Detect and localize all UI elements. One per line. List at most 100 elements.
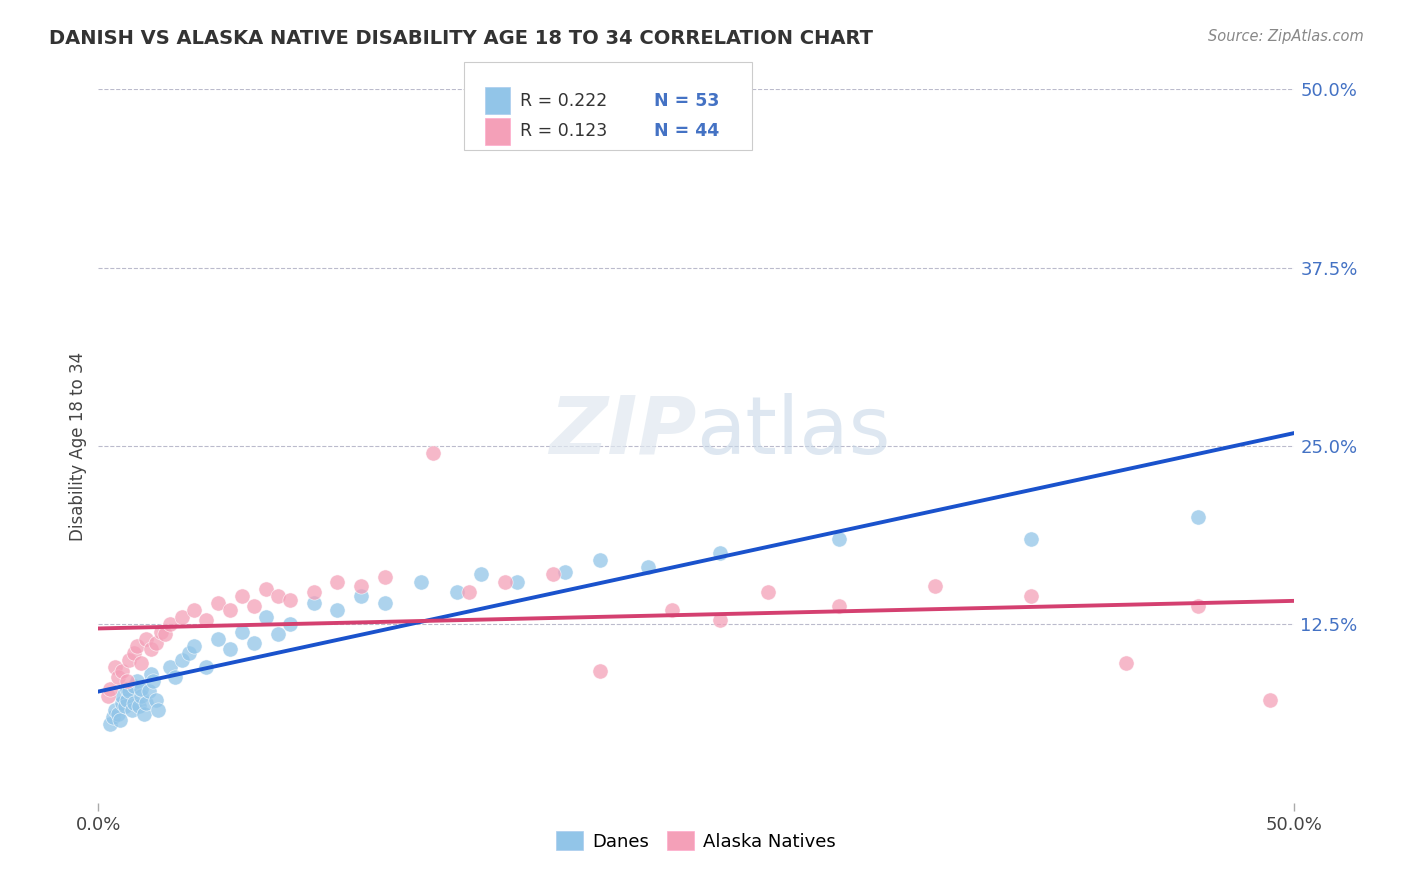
Point [98, 717, 122, 731]
Text: atlas: atlas [696, 392, 890, 471]
Point [494, 574, 516, 589]
Text: Source: ZipAtlas.com: Source: ZipAtlas.com [1208, 29, 1364, 44]
Point [541, 567, 564, 582]
Point [97, 689, 120, 703]
Point [163, 670, 186, 684]
Point [138, 684, 160, 698]
Point [111, 696, 134, 710]
Point [135, 696, 157, 710]
Text: N = 53: N = 53 [654, 92, 718, 110]
Text: DANISH VS ALASKA NATIVE DISABILITY AGE 18 TO 34 CORRELATION CHART: DANISH VS ALASKA NATIVE DISABILITY AGE 1… [49, 29, 873, 47]
Point [145, 636, 167, 650]
Point [207, 632, 229, 646]
Point [589, 665, 612, 679]
Point [125, 639, 148, 653]
Point [159, 617, 181, 632]
Point [267, 627, 290, 641]
Point [108, 713, 131, 727]
Point [145, 693, 167, 707]
Point [924, 579, 946, 593]
Point [350, 579, 373, 593]
Y-axis label: Disability Age 18 to 34: Disability Age 18 to 34 [69, 351, 87, 541]
Legend: Danes, Alaska Natives: Danes, Alaska Natives [548, 824, 844, 858]
Point [326, 574, 349, 589]
Point [183, 603, 205, 617]
Point [183, 639, 205, 653]
Point [637, 560, 659, 574]
Point [756, 584, 779, 599]
Point [1019, 532, 1042, 546]
Point [554, 565, 576, 579]
Point [139, 641, 162, 656]
Point [302, 596, 325, 610]
Point [709, 613, 731, 627]
Point [104, 703, 127, 717]
Point [661, 603, 683, 617]
Point [142, 674, 165, 689]
Point [128, 698, 150, 713]
Point [172, 610, 194, 624]
Point [243, 636, 266, 650]
Point [115, 674, 138, 689]
Point [104, 660, 127, 674]
Point [470, 567, 492, 582]
Point [326, 603, 349, 617]
Point [207, 596, 229, 610]
Point [422, 446, 444, 460]
Point [709, 546, 731, 560]
Point [828, 532, 851, 546]
Text: R = 0.222: R = 0.222 [520, 92, 607, 110]
Point [278, 617, 301, 632]
Point [1115, 656, 1137, 670]
Point [111, 689, 134, 703]
Point [111, 665, 134, 679]
Point [506, 574, 529, 589]
Point [131, 681, 153, 696]
Point [135, 632, 157, 646]
Point [458, 584, 481, 599]
Text: N = 44: N = 44 [654, 122, 718, 140]
Point [828, 599, 851, 613]
Point [195, 660, 218, 674]
Point [121, 703, 143, 717]
Point [139, 667, 162, 681]
Point [125, 674, 148, 689]
Point [1187, 510, 1209, 524]
Text: R = 0.123: R = 0.123 [520, 122, 607, 140]
Point [115, 693, 138, 707]
Point [195, 613, 218, 627]
Point [219, 641, 242, 656]
Point [149, 624, 172, 639]
Point [1187, 599, 1209, 613]
Point [243, 599, 266, 613]
Point [118, 653, 141, 667]
Text: ZIP: ZIP [548, 392, 696, 471]
Point [411, 574, 433, 589]
Point [124, 646, 146, 660]
Point [131, 689, 153, 703]
Point [589, 553, 612, 567]
Point [118, 684, 141, 698]
Point [254, 582, 277, 596]
Point [101, 710, 124, 724]
Point [179, 646, 201, 660]
Point [107, 670, 129, 684]
Point [1019, 589, 1042, 603]
Point [446, 584, 468, 599]
Point [114, 698, 136, 713]
Point [374, 596, 396, 610]
Point [231, 589, 253, 603]
Point [98, 681, 122, 696]
Point [148, 703, 170, 717]
Point [278, 593, 301, 607]
Point [219, 603, 242, 617]
Point [159, 660, 181, 674]
Point [131, 656, 153, 670]
Point [115, 681, 138, 696]
Point [1258, 693, 1281, 707]
Point [374, 570, 396, 584]
Point [231, 624, 253, 639]
Point [124, 679, 146, 693]
Point [155, 627, 177, 641]
Point [172, 653, 194, 667]
